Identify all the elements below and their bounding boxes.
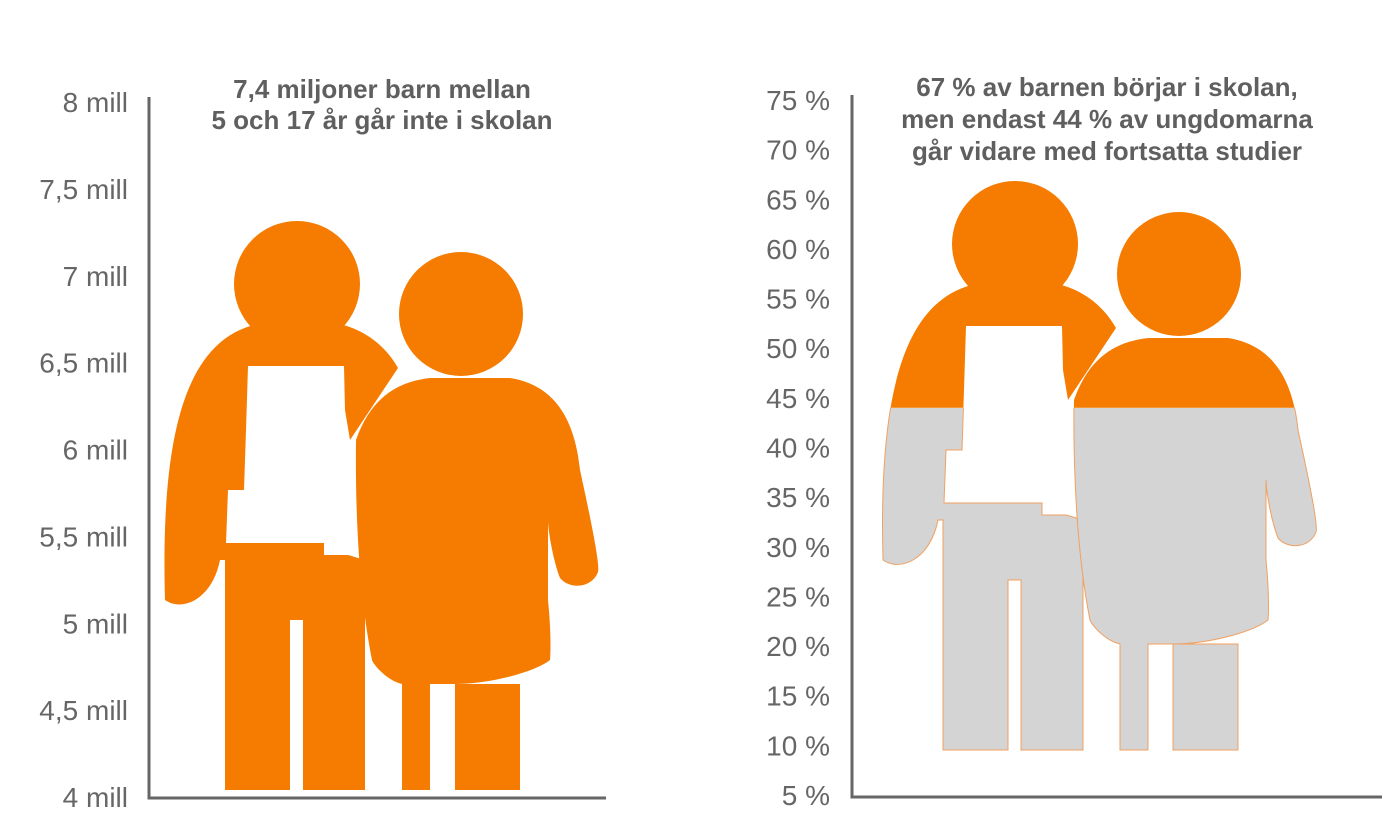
y-tick-label: 5 %: [782, 780, 830, 811]
y-tick-label: 6,5 mill: [39, 348, 128, 379]
people-icon-empty-part: [881, 407, 1317, 751]
y-tick-label: 70 %: [766, 135, 830, 166]
y-tick-label: 10 %: [766, 730, 830, 761]
y-tick-label: 40 %: [766, 433, 830, 464]
chart-title-line: 5 och 17 år går inte i skolan: [211, 105, 552, 135]
y-tick-label: 60 %: [766, 234, 830, 265]
chart-1-axis: [147, 97, 606, 800]
y-tick-label: 7 mill: [63, 261, 128, 292]
y-tick-label: 30 %: [766, 532, 830, 563]
people-icon-filled: [164, 221, 599, 790]
y-tick-label: 55 %: [766, 284, 830, 315]
y-tick-label: 25 %: [766, 581, 830, 612]
chart-2: 5 % 10 % 15 % 20 % 25 % 30 % 35 % 40 % 45 % 50 % 5…: [766, 72, 1382, 811]
y-tick-label: 4 mill: [63, 782, 128, 813]
y-tick-label: 75 %: [766, 85, 830, 116]
y-tick-label: 35 %: [766, 482, 830, 513]
chart-1-people-icon: [164, 221, 599, 790]
y-tick-label: 4,5 mill: [39, 695, 128, 726]
chart-1-y-ticks: 4 mill 4,5 mill 5 mill 5,5 mill 6 mill 6,5 mi…: [39, 87, 128, 813]
y-tick-label: 50 %: [766, 333, 830, 364]
chart-title-line: går vidare med fortsatta studier: [912, 136, 1302, 166]
y-tick-label: 15 %: [766, 681, 830, 712]
chart-2-title: 67 % av barnen börjar i skolan,men endas…: [901, 72, 1313, 166]
chart-2-people-icon: [881, 181, 1317, 751]
chart-2-y-ticks: 5 % 10 % 15 % 20 % 25 % 30 % 35 % 40 % 45 % 50 % 5…: [766, 85, 830, 811]
chart-2-axis: [850, 95, 1382, 799]
chart-title-line: 67 % av barnen börjar i skolan,: [916, 72, 1297, 102]
y-tick-label: 5,5 mill: [39, 521, 128, 552]
y-tick-label: 8 mill: [63, 87, 128, 118]
y-tick-label: 6 mill: [63, 435, 128, 466]
y-tick-label: 5 mill: [63, 608, 128, 639]
chart-1: 4 mill 4,5 mill 5 mill 5,5 mill 6 mill 6,5 mi…: [39, 74, 606, 813]
y-tick-label: 20 %: [766, 631, 830, 662]
chart-title-line: 7,4 miljoner barn mellan: [233, 74, 531, 104]
y-tick-label: 7,5 mill: [39, 174, 128, 205]
y-tick-label: 45 %: [766, 383, 830, 414]
y-tick-label: 65 %: [766, 184, 830, 215]
chart-title-line: men endast 44 % av ungdomarna: [901, 104, 1313, 134]
